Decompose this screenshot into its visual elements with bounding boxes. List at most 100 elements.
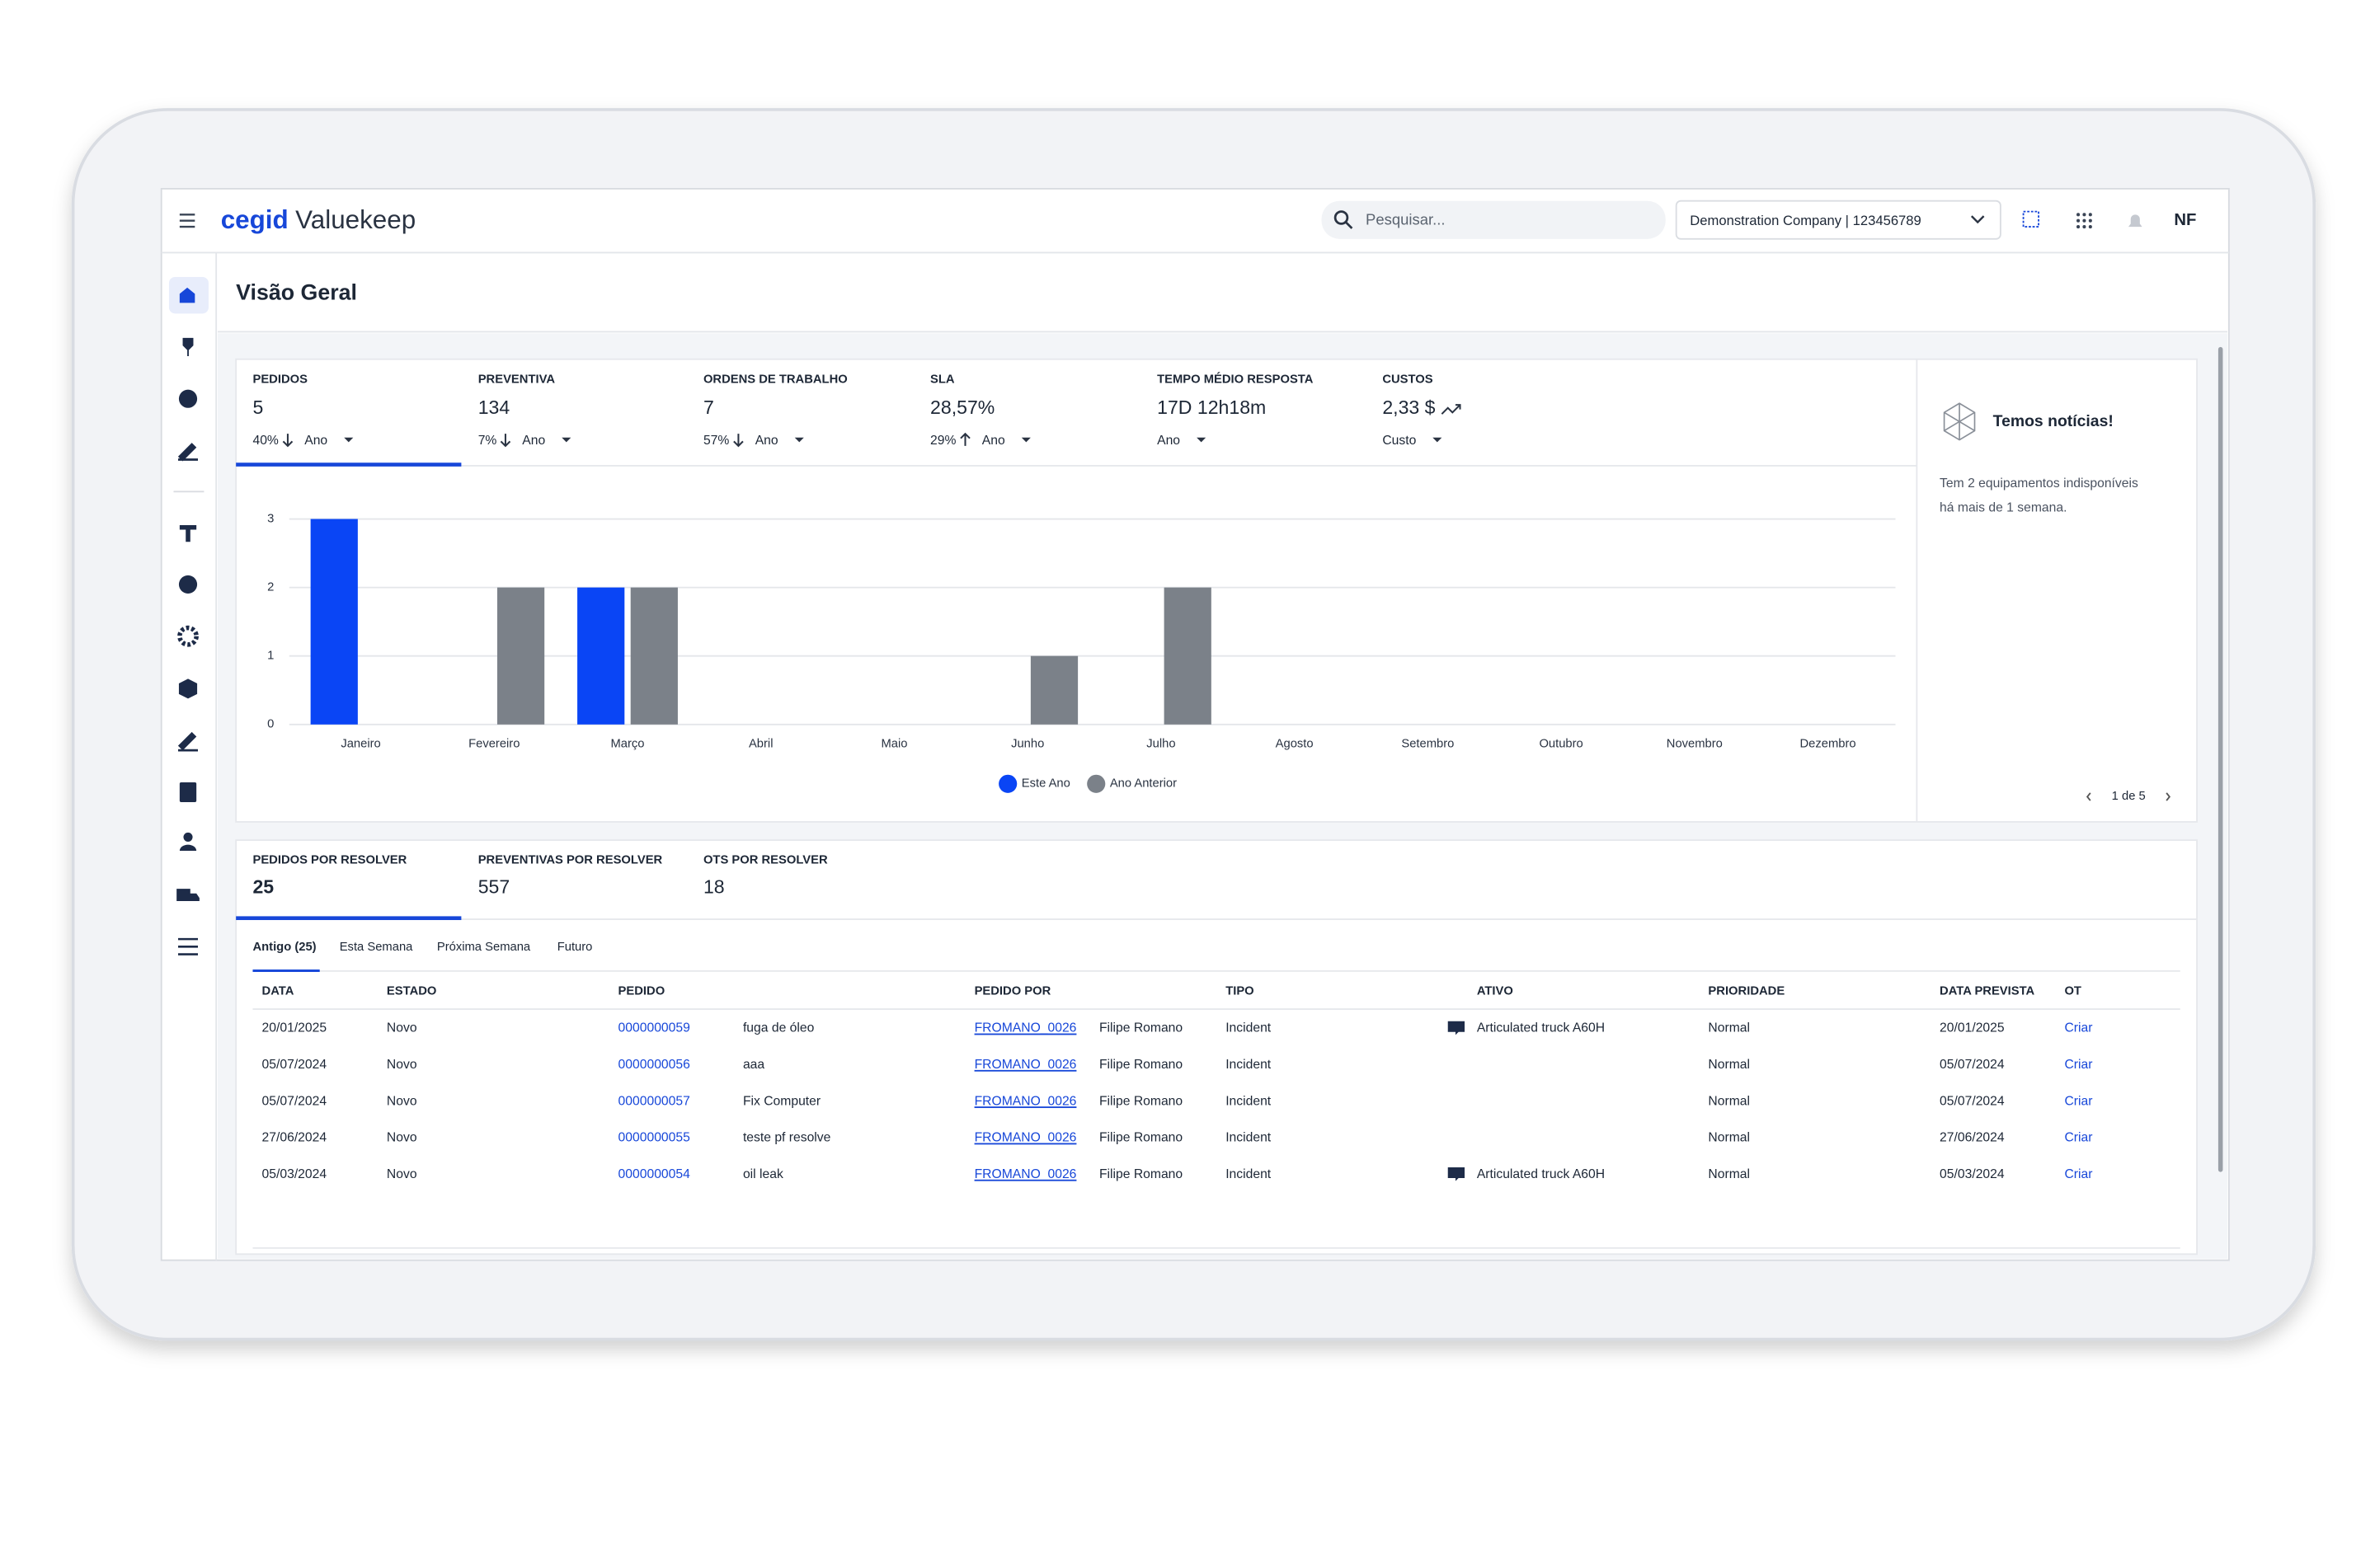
table-cell[interactable]: FROMANO_0026 bbox=[974, 1056, 1077, 1072]
table-cell: Filipe Romano bbox=[1098, 1092, 1183, 1109]
table-cell: 05/07/2024 bbox=[1940, 1092, 2005, 1109]
x-tick-label: Agosto bbox=[1276, 738, 1314, 751]
backlog-label[interactable]: PREVENTIVAS POR RESOLVER bbox=[477, 852, 663, 867]
table-cell[interactable]: Criar bbox=[2064, 1166, 2093, 1181]
legend-label: Ano Anterior bbox=[1110, 777, 1177, 791]
table-cell[interactable]: Criar bbox=[2064, 1019, 2093, 1035]
kpi-label[interactable]: PREVENTIVA bbox=[477, 372, 555, 387]
table-cell[interactable]: Criar bbox=[2064, 1056, 2093, 1072]
kpi-period[interactable]: Ano bbox=[1157, 432, 1181, 448]
asset-icon bbox=[1447, 1021, 1465, 1035]
table-cell: Incident bbox=[1225, 1092, 1272, 1109]
news-icon bbox=[1943, 402, 1976, 441]
nav-history[interactable] bbox=[178, 389, 198, 408]
table-cell[interactable]: 0000000059 bbox=[618, 1019, 690, 1035]
kpi-label[interactable]: CUSTOS bbox=[1382, 372, 1433, 387]
table-cell[interactable]: Criar bbox=[2064, 1129, 2093, 1145]
dropdown-caret bbox=[1197, 437, 1206, 443]
subtab[interactable]: Futuro bbox=[557, 940, 593, 954]
kpi-period[interactable]: Ano bbox=[304, 432, 328, 448]
search-box[interactable] bbox=[1321, 200, 1666, 239]
bar bbox=[496, 587, 545, 725]
table-cell: Novo bbox=[386, 1129, 417, 1145]
nav-settings[interactable] bbox=[177, 625, 199, 647]
table-cell[interactable]: FROMANO_0026 bbox=[974, 1166, 1077, 1181]
table-cell: Novo bbox=[386, 1056, 417, 1072]
page-title: Visão Geral bbox=[236, 281, 357, 307]
kpi-value: 28,57% bbox=[930, 397, 995, 419]
table-cell: oil leak bbox=[742, 1166, 783, 1181]
backlog-label[interactable]: PEDIDOS POR RESOLVER bbox=[252, 852, 407, 867]
subtab[interactable]: Próxima Semana bbox=[436, 940, 531, 954]
x-tick-label: Abril bbox=[749, 738, 774, 751]
dropdown-caret bbox=[562, 437, 571, 443]
table-cell: 27/06/2024 bbox=[261, 1129, 327, 1145]
nav-reports[interactable] bbox=[179, 782, 197, 802]
bar bbox=[577, 587, 625, 725]
nav-users[interactable] bbox=[179, 832, 197, 852]
backlog-value: 557 bbox=[477, 876, 510, 899]
apps-icon[interactable] bbox=[2076, 213, 2092, 229]
table-cell[interactable]: FROMANO_0026 bbox=[974, 1019, 1077, 1035]
nav-tools[interactable] bbox=[179, 524, 197, 542]
x-tick-label: Junho bbox=[1011, 738, 1044, 751]
kpi-label[interactable]: SLA bbox=[930, 372, 955, 387]
backlog-label[interactable]: OTS POR RESOLVER bbox=[703, 852, 828, 867]
table-cell: Fix Computer bbox=[742, 1092, 821, 1109]
column-header: DATA PREVISTA bbox=[1940, 984, 2035, 998]
nav-inventory[interactable] bbox=[178, 678, 198, 699]
table-cell[interactable]: FROMANO_0026 bbox=[974, 1129, 1077, 1145]
nav-fleet[interactable] bbox=[176, 889, 200, 901]
menu-icon[interactable] bbox=[179, 214, 195, 228]
kpi-label[interactable]: TEMPO MÉDIO RESPOSTA bbox=[1157, 372, 1314, 387]
kpi-label[interactable]: ORDENS DE TRABALHO bbox=[703, 372, 848, 387]
nav-filters[interactable] bbox=[178, 937, 199, 955]
kpi-period[interactable]: Ano bbox=[755, 432, 778, 448]
table-cell[interactable]: Criar bbox=[2064, 1092, 2093, 1109]
kpi-value: 17D 12h18m bbox=[1157, 397, 1267, 419]
trend-arrow bbox=[960, 432, 971, 446]
nav-edit[interactable] bbox=[177, 443, 199, 462]
trend-arrow bbox=[1441, 404, 1461, 415]
table-cell[interactable]: FROMANO_0026 bbox=[974, 1092, 1077, 1109]
table-cell[interactable]: 0000000056 bbox=[618, 1056, 690, 1072]
table-cell: Normal bbox=[1708, 1129, 1751, 1145]
table-cell[interactable]: 0000000054 bbox=[618, 1166, 690, 1181]
news-title: Temos notícias! bbox=[1992, 412, 2114, 431]
company[interactable]: Demonstration Company | 123456789 bbox=[1690, 213, 1921, 228]
table-cell: 05/07/2024 bbox=[1940, 1056, 2005, 1072]
backlog-card bbox=[235, 839, 2198, 1256]
brand[interactable]: cegid bbox=[220, 205, 289, 235]
nav-alerts[interactable] bbox=[178, 575, 198, 594]
table-cell: Normal bbox=[1708, 1092, 1751, 1109]
x-tick-label: Fevereiro bbox=[468, 738, 520, 751]
table-cell: 20/01/2025 bbox=[261, 1019, 327, 1035]
backlog-value: 25 bbox=[252, 876, 275, 899]
nav-requests[interactable] bbox=[182, 337, 194, 357]
pager-arrows[interactable] bbox=[2086, 792, 2171, 801]
subtab[interactable]: Esta Semana bbox=[339, 940, 413, 954]
kpi-value: 7 bbox=[703, 397, 714, 419]
user-avatar[interactable]: NF bbox=[2174, 211, 2197, 230]
kpi-period[interactable]: Ano bbox=[981, 432, 1005, 448]
table-cell[interactable]: 0000000057 bbox=[618, 1092, 690, 1109]
kpi-label[interactable]: PEDIDOS bbox=[252, 372, 308, 387]
search-placeholder[interactable]: Pesquisar... bbox=[1366, 212, 1446, 229]
trend-arrow bbox=[500, 434, 511, 448]
legend-swatch bbox=[1087, 774, 1106, 793]
pager[interactable]: 1 de 5 bbox=[2111, 789, 2146, 803]
kpi-period[interactable]: Ano bbox=[522, 432, 546, 448]
kpi-period[interactable]: Custo bbox=[1382, 432, 1417, 448]
nav-home[interactable] bbox=[179, 287, 195, 303]
bell-icon[interactable] bbox=[2128, 214, 2142, 228]
nav-notes[interactable] bbox=[177, 731, 199, 752]
table-cell: 05/03/2024 bbox=[261, 1166, 327, 1181]
subtab[interactable]: Antigo (25) bbox=[252, 940, 317, 954]
table-cell[interactable]: 0000000055 bbox=[618, 1129, 690, 1145]
table-cell: fuga de óleo bbox=[742, 1019, 815, 1035]
company-select[interactable] bbox=[1675, 200, 2001, 240]
kpi-change: 29% bbox=[930, 432, 957, 448]
table-cell: Incident bbox=[1225, 1056, 1272, 1072]
x-tick-label: Novembro bbox=[1667, 738, 1723, 751]
